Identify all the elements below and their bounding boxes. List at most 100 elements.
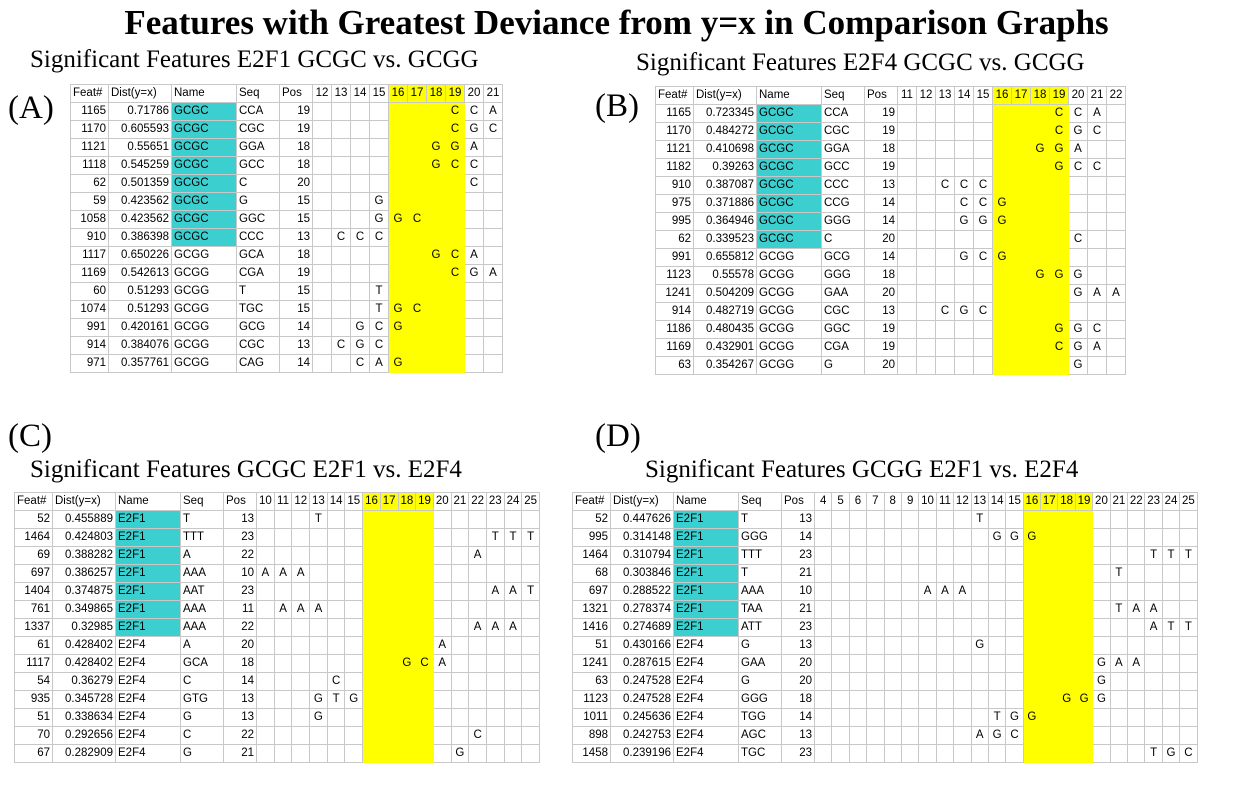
position-header: 15 <box>344 492 364 511</box>
sequence: GCG <box>236 318 280 337</box>
distance-value: 0.501359 <box>108 174 172 193</box>
base-cell <box>256 546 275 565</box>
base-cell <box>379 510 399 529</box>
base-cell: G <box>344 690 364 709</box>
base-cell <box>1030 122 1050 141</box>
base-cell <box>1040 564 1059 583</box>
base-cell <box>916 248 936 267</box>
base-cell: A <box>918 582 937 601</box>
sequence: AAT <box>180 582 224 601</box>
base-cell <box>362 636 381 655</box>
base-cell <box>483 174 503 193</box>
base-cell <box>397 636 417 655</box>
base-cell <box>291 690 311 709</box>
base-cell <box>897 302 917 321</box>
position-header: 9 <box>900 492 920 511</box>
feature-name: GCGC <box>756 158 822 177</box>
position-header: 18 <box>1057 492 1076 511</box>
base-cell <box>1106 302 1126 321</box>
feature-name: GCGG <box>171 282 237 301</box>
base-cell <box>935 618 955 637</box>
base-cell <box>916 140 936 159</box>
base-cell <box>521 708 540 727</box>
position: 19 <box>279 120 313 139</box>
base-cell <box>464 192 484 211</box>
base-cell <box>992 284 1012 303</box>
base-cell <box>883 690 902 709</box>
table-row: 62 0.339523 GCGC C 20 C <box>655 230 1126 249</box>
sequence: A <box>180 636 224 655</box>
position-header: 25 <box>1179 492 1198 511</box>
base-cell <box>415 600 434 619</box>
base-cell <box>326 600 346 619</box>
base-cell <box>1106 194 1126 213</box>
base-cell <box>388 282 408 301</box>
base-cell <box>1092 546 1111 565</box>
base-cell <box>503 546 523 565</box>
base-cell <box>813 744 833 763</box>
base-cell <box>326 744 346 763</box>
base-cell <box>1005 600 1024 619</box>
base-cell <box>521 618 540 637</box>
feature-name: E2F1 <box>115 618 181 637</box>
base-cell <box>407 318 427 337</box>
base-cell <box>1074 546 1094 565</box>
base-cell <box>848 546 868 565</box>
sequence: GGG <box>738 690 782 709</box>
base-cell <box>987 636 1007 655</box>
feature-id: 935 <box>14 690 53 709</box>
base-cell <box>970 618 989 637</box>
base-cell <box>445 282 465 301</box>
feature-id: 61 <box>14 636 53 655</box>
base-cell: C <box>407 300 427 319</box>
base-cell: C <box>369 228 389 247</box>
base-cell <box>973 284 993 303</box>
base-cell: G <box>1068 356 1088 375</box>
base-cell <box>397 600 417 619</box>
base-cell <box>953 726 972 745</box>
position-header: 10 <box>918 492 937 511</box>
base-cell <box>369 138 389 157</box>
base-cell <box>1030 356 1050 375</box>
base-cell <box>1074 510 1094 529</box>
feature-name: E2F4 <box>115 636 181 655</box>
base-cell <box>326 726 346 745</box>
base-cell <box>1022 672 1042 691</box>
position: 18 <box>279 138 313 157</box>
position: 20 <box>781 672 815 691</box>
base-cell <box>291 510 311 529</box>
base-cell <box>312 264 332 283</box>
base-cell <box>900 726 920 745</box>
base-cell: G <box>388 318 408 337</box>
base-cell: A <box>468 618 487 637</box>
base-cell <box>1109 690 1129 709</box>
position: 18 <box>864 140 898 159</box>
base-cell <box>1092 636 1111 655</box>
base-cell <box>954 104 974 123</box>
base-cell <box>987 546 1007 565</box>
sequence: GGC <box>236 210 280 229</box>
base-cell <box>362 510 381 529</box>
base-cell <box>1040 636 1059 655</box>
base-cell <box>1030 302 1050 321</box>
base-cell: C <box>445 156 465 175</box>
base-cell: A <box>485 582 505 601</box>
base-cell <box>291 726 311 745</box>
base-cell <box>813 546 833 565</box>
base-cell <box>916 194 936 213</box>
base-cell <box>900 564 920 583</box>
base-cell <box>1092 564 1111 583</box>
distance-value: 0.282909 <box>52 744 116 763</box>
column-header: Dist(y=x) <box>693 86 757 105</box>
base-cell <box>813 672 833 691</box>
base-cell <box>362 582 381 601</box>
distance-value: 0.410698 <box>693 140 757 159</box>
table-row: 1241 0.287615 E2F4 GAA 20 G A A <box>572 654 1198 673</box>
base-cell <box>1161 528 1181 547</box>
feature-id: 52 <box>572 510 611 529</box>
base-cell <box>1087 302 1107 321</box>
base-cell <box>1092 708 1111 727</box>
position: 18 <box>279 156 313 175</box>
base-cell <box>1011 302 1031 321</box>
base-cell <box>831 600 850 619</box>
